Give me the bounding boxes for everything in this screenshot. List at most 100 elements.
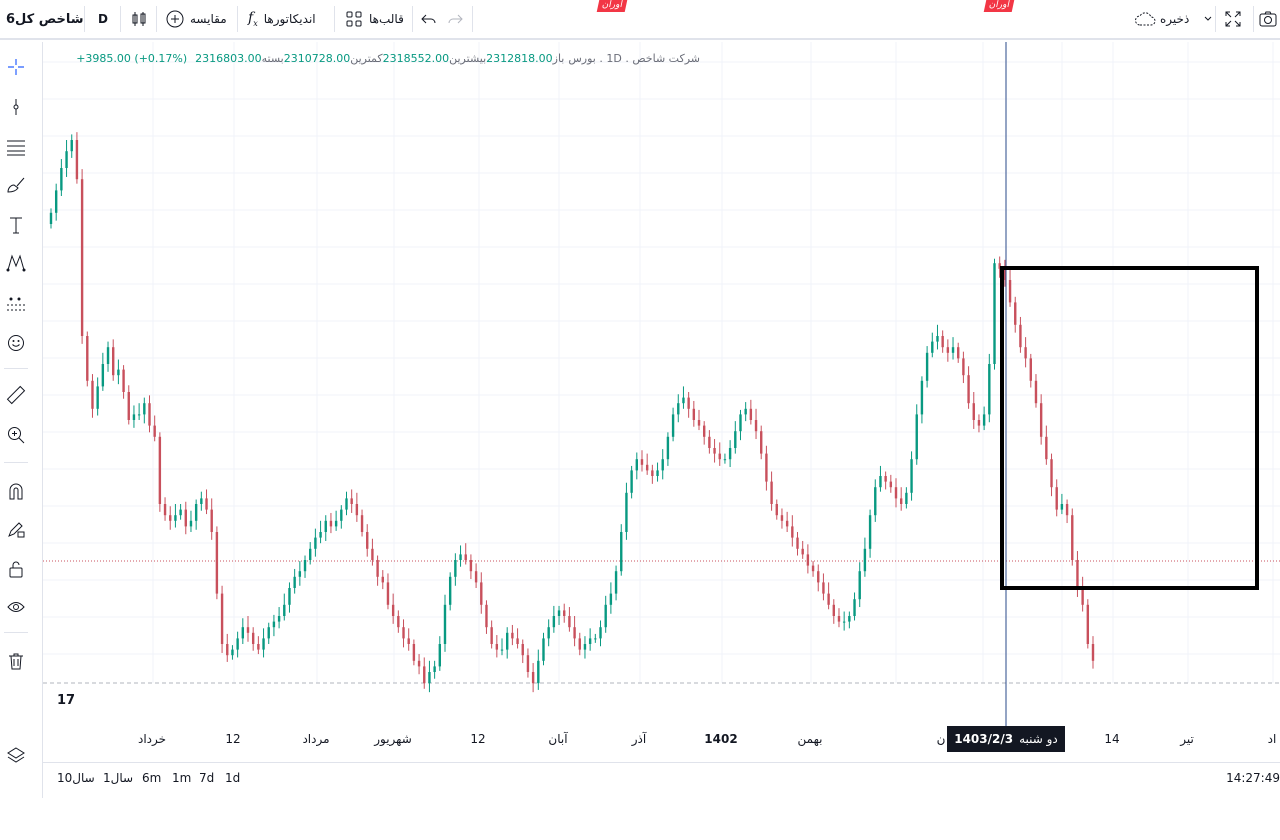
candle-body [158,436,162,504]
templates-icon [345,10,363,28]
candle-body [754,420,758,432]
candle-body [329,520,333,527]
candle-body [75,140,79,180]
compare-button[interactable]: مقایسه [166,0,227,38]
bottom-toolbar: 10سال 1سال 6m 1m 7d 1d 14:27:49 [43,762,1280,796]
candle-body [438,644,442,667]
candle-body [474,571,478,583]
indicators-label: اندیکاتورها [263,12,316,26]
candle-body [666,436,670,460]
interval-button[interactable]: D [98,0,108,38]
toolbar-divider [412,6,413,32]
candle-body [749,408,753,420]
legend-exchange: بورس [568,52,596,65]
trend-line-icon [6,97,26,121]
candle-body [386,582,390,605]
price-chart[interactable] [43,42,1280,726]
object-tree-button[interactable] [2,742,30,772]
measure-tool[interactable] [2,382,30,412]
candle-body [1003,268,1007,280]
chart-type-button[interactable] [130,0,148,38]
candle-body [692,408,696,420]
range-7d-button[interactable]: 7d [199,771,215,785]
tradingview-logo[interactable]: 17 [52,689,80,711]
candle-body [853,599,856,616]
screenshot-button[interactable] [1258,0,1278,38]
candle-body [863,548,867,572]
magnet-icon [6,481,26,505]
time-label: بهمن [797,732,823,746]
candle-body [972,403,975,420]
candle-body [428,672,431,684]
candle-body [288,588,291,605]
candle-body [620,532,623,572]
zoom-tool[interactable] [2,422,30,452]
stay-in-drawing-tool[interactable] [2,516,30,546]
candle-body [687,397,690,409]
candle-body [1055,487,1058,510]
brush-tool[interactable] [2,172,30,202]
templates-button[interactable]: قالب‌ها [345,0,404,38]
undo-icon [420,10,438,28]
candle-body [70,140,73,152]
crosshair-tool[interactable] [2,54,30,84]
candle-body [407,638,410,644]
candle-body [920,380,924,415]
delete-tool[interactable] [2,648,30,678]
candle-body [526,655,530,672]
toolbar-divider [472,6,473,32]
candle-body [791,526,794,538]
emoji-tool[interactable] [2,330,30,360]
candle-body [324,520,327,532]
pattern-tool[interactable] [2,250,30,280]
candle-body [153,425,156,437]
candle-body [469,560,473,572]
candle-body [905,492,908,504]
candle-body [573,627,576,639]
legend-low-label: کمترین [350,52,383,65]
candle-body [127,392,130,420]
range-1m-button[interactable]: 1m [172,771,192,785]
symbol-search[interactable]: شاخص کل6 [6,0,84,38]
range-1y-button[interactable]: 1سال [103,771,134,785]
visibility-tool[interactable] [2,594,30,624]
candle-body [163,504,167,516]
indicators-button[interactable]: fx اندیکاتورها [248,0,316,38]
magnet-tool[interactable] [2,478,30,508]
candle-body [827,593,830,605]
plus-circle-icon [166,10,184,28]
candle-body [490,627,493,644]
candle-body [65,151,68,168]
candle-body [848,616,851,622]
prediction-tool[interactable] [2,290,30,320]
highlight-rectangle[interactable] [1000,266,1259,590]
candle-body [236,638,239,650]
save-button[interactable]: ذخیره [1134,0,1213,38]
candle-body [630,470,633,493]
redo-button[interactable] [446,0,464,38]
range-10y-button[interactable]: 10سال [57,771,95,785]
candle-body [1039,403,1043,437]
time-label: تیر [1180,732,1194,746]
smiley-icon [6,333,26,357]
candle-body [298,571,302,577]
candle-body [982,414,986,426]
candle-body [609,593,613,605]
trend-line-tool[interactable] [2,94,30,124]
fib-tool[interactable] [2,134,30,164]
text-tool[interactable] [2,212,30,242]
fullscreen-button[interactable] [1223,0,1243,38]
range-1d-button[interactable]: 1d [225,771,241,785]
candle-body [169,515,172,521]
candle-body [671,414,675,437]
candle-body [402,627,405,639]
candle-body [868,515,872,549]
undo-button[interactable] [420,0,438,38]
candle-body [640,459,644,465]
chart-grid [43,42,1280,683]
lock-tool[interactable] [2,556,30,586]
range-6m-button[interactable]: 6m [142,771,162,785]
candle-body [677,403,680,415]
candle-body [505,632,509,650]
candle-body [86,336,89,381]
